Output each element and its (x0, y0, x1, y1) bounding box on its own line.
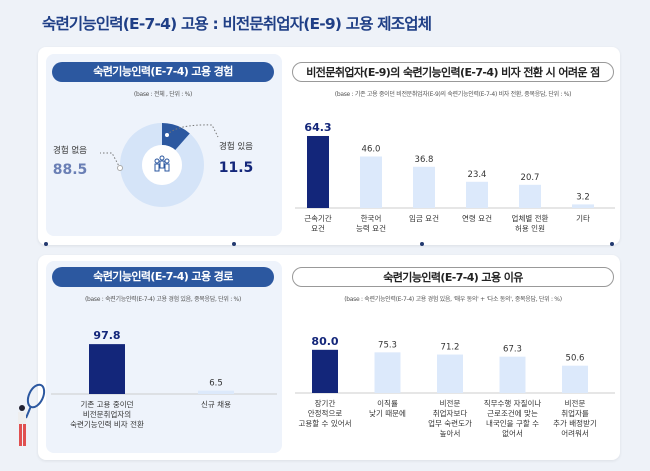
leader-line-no (100, 152, 121, 169)
category-label: 업무 숙련도가 (428, 418, 472, 428)
category-label: 능력 요건 (356, 223, 386, 233)
connector-dot (232, 242, 236, 246)
bar (499, 356, 526, 393)
category-label: 안정적으로 (308, 408, 343, 418)
experience-yes-value: 11.5 (219, 160, 254, 176)
connector-dot (610, 242, 614, 246)
experience-base: (base : 전체 , 단위 : %) (133, 91, 193, 98)
category-label: 비전문취업자의 (83, 409, 131, 419)
donut-hole (142, 145, 182, 185)
people-group-icon (154, 155, 170, 172)
category-label: 근로조건에 맞는 (487, 408, 538, 418)
category-label: 신규 채용 (201, 399, 231, 409)
donut-slice-yes (162, 123, 190, 150)
category-label: 내국인을 구할 수 (486, 418, 539, 428)
route-panel (46, 261, 282, 453)
connector-dot (44, 242, 48, 246)
leader-dot (117, 165, 123, 171)
bar (360, 156, 382, 208)
leader-dot (164, 132, 170, 138)
category-label: 비전문 (565, 398, 586, 408)
bar (307, 135, 329, 208)
experience-no-value: 88.5 (53, 162, 88, 178)
connector-dot (420, 242, 424, 246)
data-label: 64.3 (304, 121, 331, 134)
reason-heading: 숙련기능인력(E-7-4) 고용 이유 (292, 267, 614, 287)
data-label: 71.2 (441, 343, 460, 353)
bar (437, 354, 463, 393)
data-label: 46.0 (362, 144, 381, 154)
category-label: 연령 요건 (462, 213, 492, 223)
bar (572, 204, 594, 208)
page-title: 숙련기능인력(E-7-4) 고용 : 비전문취업자(E-9) 고용 제조업체 (42, 15, 432, 33)
bar (519, 184, 541, 208)
category-label: 취업자보다 (433, 409, 468, 418)
category-label: 허용 인원 (515, 223, 545, 233)
data-label: 50.6 (566, 354, 585, 364)
data-label: 36.8 (415, 155, 434, 165)
category-label: 취업자를 (561, 409, 589, 418)
category-label: 근속기간 (304, 213, 332, 223)
data-label: 80.0 (311, 335, 338, 348)
data-label: 67.3 (503, 345, 522, 355)
person-magnifier-illustration (18, 383, 46, 446)
category-label: 직무수행 자질이나 (484, 398, 542, 408)
experience-donut-chart: 경험 있음 11.5 경험 없음 88.5 (53, 123, 254, 207)
route-base: (base : 숙련기능인력(E-7-4) 고용 경험 있음, 중복응답, 단위… (84, 296, 241, 303)
category-label: 숙련기능인력 비자 전환 (70, 419, 144, 429)
experience-no-label: 경험 없음 (53, 145, 87, 156)
difficulty-base: (base : 기존 고용 중이던 비전문취업자(E-9)의 숙련기능인력(E-… (334, 91, 572, 98)
data-label: 75.3 (378, 340, 397, 350)
data-label: 20.7 (521, 173, 540, 183)
category-label: 요건 (311, 223, 325, 233)
bar (562, 365, 588, 393)
reason-base: (base : 숙련기능인력(E-7-4) 고용 경험 있음, '매우 동의' … (344, 296, 562, 303)
category-label: 한국어 (361, 213, 382, 223)
category-label: 기존 고용 중이던 (80, 399, 133, 409)
category-label: 추가 배정받기 (553, 418, 597, 428)
bar (198, 390, 234, 394)
route-heading: 숙련기능인력(E-7-4) 고용 경로 (52, 267, 274, 287)
leader-line-yes (166, 124, 219, 138)
category-label: 높아서 (440, 428, 461, 438)
category-label: 낮기 때문에 (369, 408, 406, 418)
data-label: 6.5 (209, 379, 223, 389)
category-label: 업체별 전환 (512, 213, 549, 223)
data-label: 23.4 (468, 170, 487, 180)
category-label: 이직률 (377, 398, 398, 408)
bar (413, 166, 435, 208)
bar (312, 349, 338, 393)
category-label: 기타 (576, 214, 590, 223)
category-label: 비전문 (440, 398, 461, 408)
category-label: 어려워서 (561, 428, 589, 438)
bar (374, 352, 401, 393)
bar (89, 344, 125, 394)
difficulty-heading: 비전문취업자(E-9)의 숙련기능인력(E-7-4) 비자 전환 시 어려운 점 (292, 62, 614, 82)
category-label: 장기간 (315, 398, 336, 408)
data-label: 97.8 (93, 329, 120, 342)
data-label: 3.2 (576, 192, 590, 202)
category-label: 고용할 수 있어서 (298, 418, 351, 428)
experience-yes-label: 경험 있음 (219, 141, 253, 152)
bar (466, 181, 488, 208)
category-label: 임금 요건 (409, 213, 439, 223)
category-label: 없어서 (502, 428, 523, 438)
experience-heading: 숙련기능인력(E-7-4) 고용 경험 (52, 62, 274, 82)
